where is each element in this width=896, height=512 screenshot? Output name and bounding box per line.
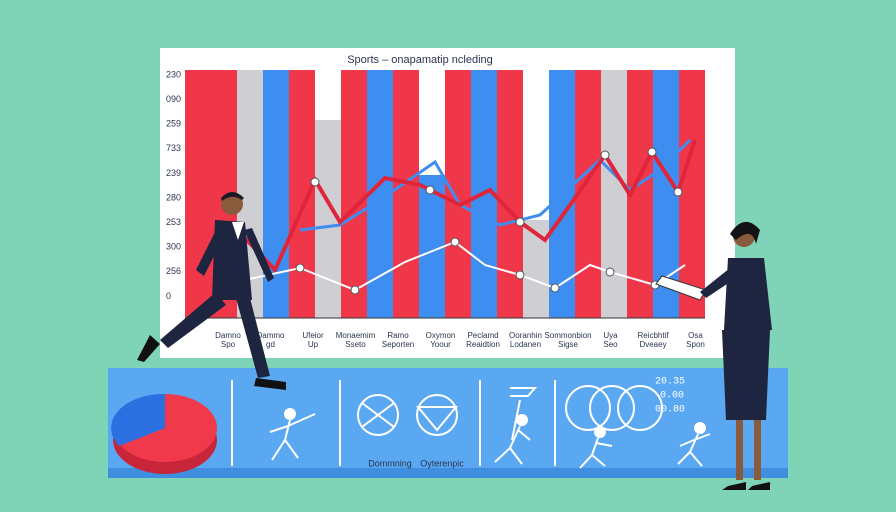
point — [673, 187, 683, 197]
panel-figure: 00.80 — [655, 405, 685, 416]
point — [350, 285, 360, 295]
y-label: 0 — [166, 291, 171, 301]
x-label: Ramo Seporten — [382, 331, 414, 349]
point — [450, 237, 460, 247]
x-label: Sommonbion Sigse — [544, 331, 591, 349]
panel-figure: 0.00 — [660, 391, 684, 402]
point — [310, 177, 320, 187]
y-label: 300 — [166, 242, 181, 252]
y-label: 280 — [166, 192, 181, 202]
pie-slice — [111, 393, 165, 446]
bars — [185, 70, 705, 319]
panel-label: Dommning — [368, 458, 412, 468]
point — [515, 217, 525, 227]
x-label: Oxymon Yoour — [426, 331, 456, 349]
column — [601, 70, 627, 318]
lines — [228, 138, 697, 295]
column — [289, 70, 315, 318]
y-label: 733 — [166, 143, 181, 153]
y-label: 090 — [166, 94, 181, 104]
column — [497, 70, 523, 318]
runner — [137, 192, 286, 390]
column — [523, 220, 549, 318]
blue-line — [299, 138, 692, 232]
y-label: 239 — [166, 168, 181, 178]
bottom-panel — [108, 368, 788, 476]
x-label: Monaemim Sseto — [336, 331, 376, 349]
column — [263, 70, 289, 318]
y-label: 253 — [166, 217, 181, 227]
panel-figure: 20.35 — [655, 377, 685, 388]
panel-icons — [231, 380, 711, 469]
x-label: Dammo gd — [256, 331, 285, 349]
column — [679, 70, 705, 318]
x-label: Ufeior Up — [302, 331, 324, 349]
red-line — [228, 139, 697, 274]
point — [295, 263, 305, 273]
y-label: 256 — [166, 266, 181, 276]
column — [185, 70, 211, 318]
x-label: Uya Seo — [603, 331, 618, 349]
point — [550, 283, 560, 293]
point — [605, 267, 615, 277]
panel-edge — [108, 468, 788, 478]
column — [445, 70, 471, 318]
x-label: Damno Spo — [215, 331, 241, 349]
y-label: 259 — [166, 119, 181, 129]
point — [647, 147, 657, 157]
y-label: 230 — [166, 69, 181, 79]
y-labels: 230 090 259 733 239 280 253 300 256 0 — [166, 69, 181, 300]
x-label: Peclamd Reaidtion — [466, 331, 500, 349]
x-label: Osa Spon — [686, 331, 705, 349]
column — [419, 175, 445, 318]
x-label: Ooranhin Lodanen — [509, 331, 542, 349]
presenter — [655, 221, 772, 490]
point — [515, 270, 525, 280]
x-label: Reicbhtif Dveaey — [637, 331, 669, 349]
point — [600, 150, 610, 160]
chart-title: Sports – onapamatip ncleding — [347, 54, 493, 66]
column — [341, 70, 367, 318]
x-labels: Damno Spo Dammo gd Ufeior Up Monaemim Sseto Ramo… — [215, 331, 705, 349]
panel-label: Oyterenpic — [420, 458, 464, 468]
column — [393, 70, 419, 318]
white-line — [244, 240, 686, 292]
point — [425, 185, 435, 195]
